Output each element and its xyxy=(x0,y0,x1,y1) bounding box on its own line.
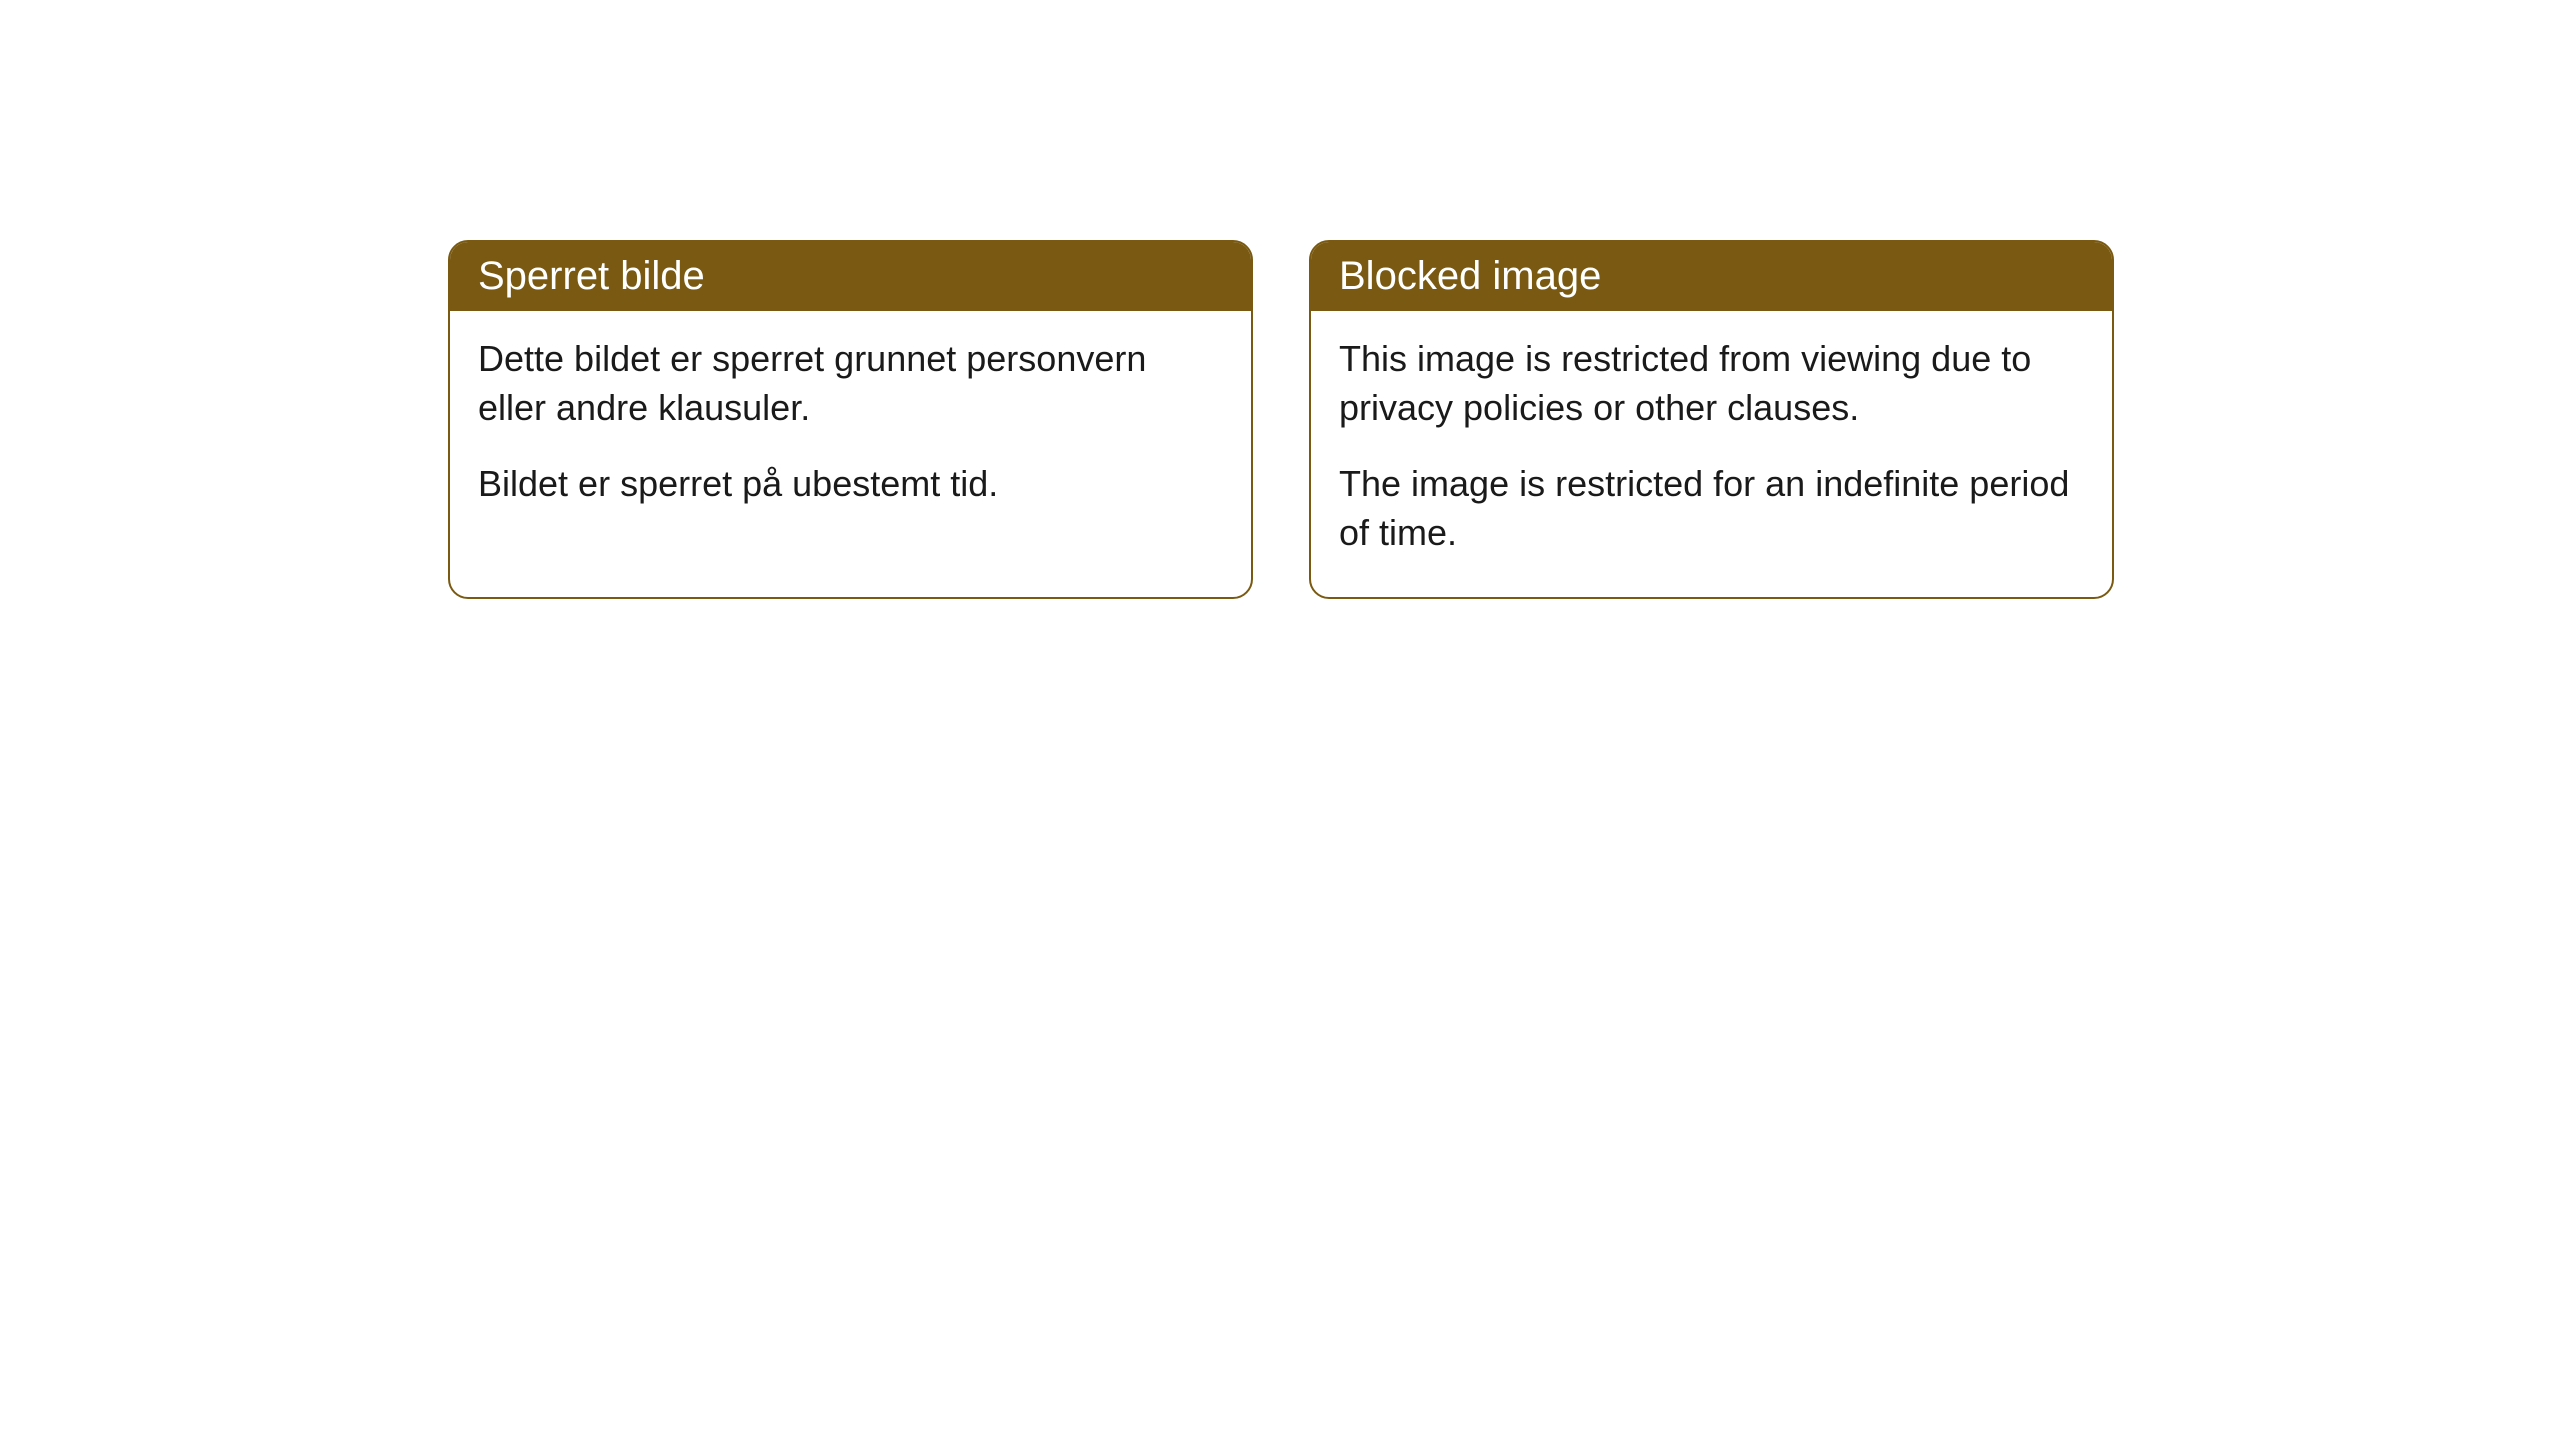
card-paragraph-1: Dette bildet er sperret grunnet personve… xyxy=(478,335,1223,432)
card-title: Sperret bilde xyxy=(478,254,705,298)
card-header: Blocked image xyxy=(1311,242,2112,311)
blocked-image-card-norwegian: Sperret bilde Dette bildet er sperret gr… xyxy=(448,240,1253,599)
card-title: Blocked image xyxy=(1339,254,1601,298)
card-body: This image is restricted from viewing du… xyxy=(1311,311,2112,597)
blocked-image-card-english: Blocked image This image is restricted f… xyxy=(1309,240,2114,599)
card-header: Sperret bilde xyxy=(450,242,1251,311)
notice-cards-container: Sperret bilde Dette bildet er sperret gr… xyxy=(0,0,2560,599)
card-body: Dette bildet er sperret grunnet personve… xyxy=(450,311,1251,549)
card-paragraph-1: This image is restricted from viewing du… xyxy=(1339,335,2084,432)
card-paragraph-2: Bildet er sperret på ubestemt tid. xyxy=(478,460,1223,509)
card-paragraph-2: The image is restricted for an indefinit… xyxy=(1339,460,2084,557)
